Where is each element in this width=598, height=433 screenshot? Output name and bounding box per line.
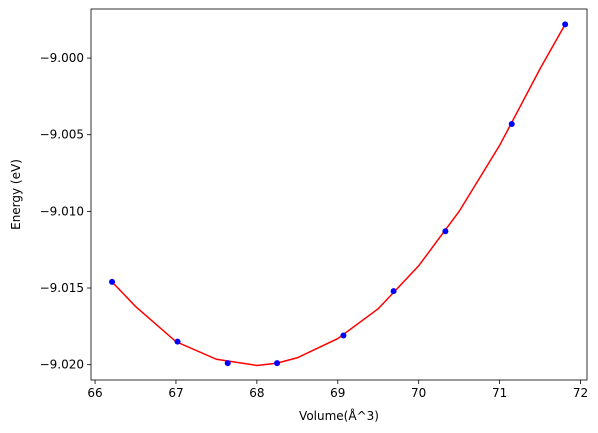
y-tick-label: −9.020 (40, 358, 84, 372)
x-tick-label: 69 (330, 386, 345, 400)
plot-area (109, 21, 569, 367)
x-tick-label: 72 (573, 386, 588, 400)
x-axis-title: Volume(Å^3) (299, 408, 379, 423)
data-point (274, 360, 281, 367)
axes-frame (90, 8, 588, 381)
data-point (340, 332, 347, 339)
data-point (562, 21, 569, 28)
fit-curve (111, 23, 566, 367)
y-tick-label: −9.015 (40, 281, 84, 295)
y-axis-title: Energy (eV) (9, 159, 23, 230)
data-point (508, 120, 515, 127)
data-point (174, 338, 181, 345)
data-point (442, 228, 449, 235)
x-tick-label: 66 (87, 386, 102, 400)
x-tick-label: 71 (492, 386, 507, 400)
y-tick-label: −9.010 (40, 204, 84, 218)
x-tick-label: 70 (411, 386, 426, 400)
data-point (224, 360, 231, 367)
data-point (109, 278, 116, 285)
data-point (390, 288, 397, 295)
x-tick-label: 67 (168, 386, 183, 400)
axes: 66 67 68 69 70 71 72 −9.020 −9.015 −9.010 −9.005 −9… (40, 8, 588, 400)
x-tick-label: 68 (249, 386, 264, 400)
y-tick-label: −9.000 (40, 51, 84, 65)
y-tick-label: −9.005 (40, 128, 84, 142)
